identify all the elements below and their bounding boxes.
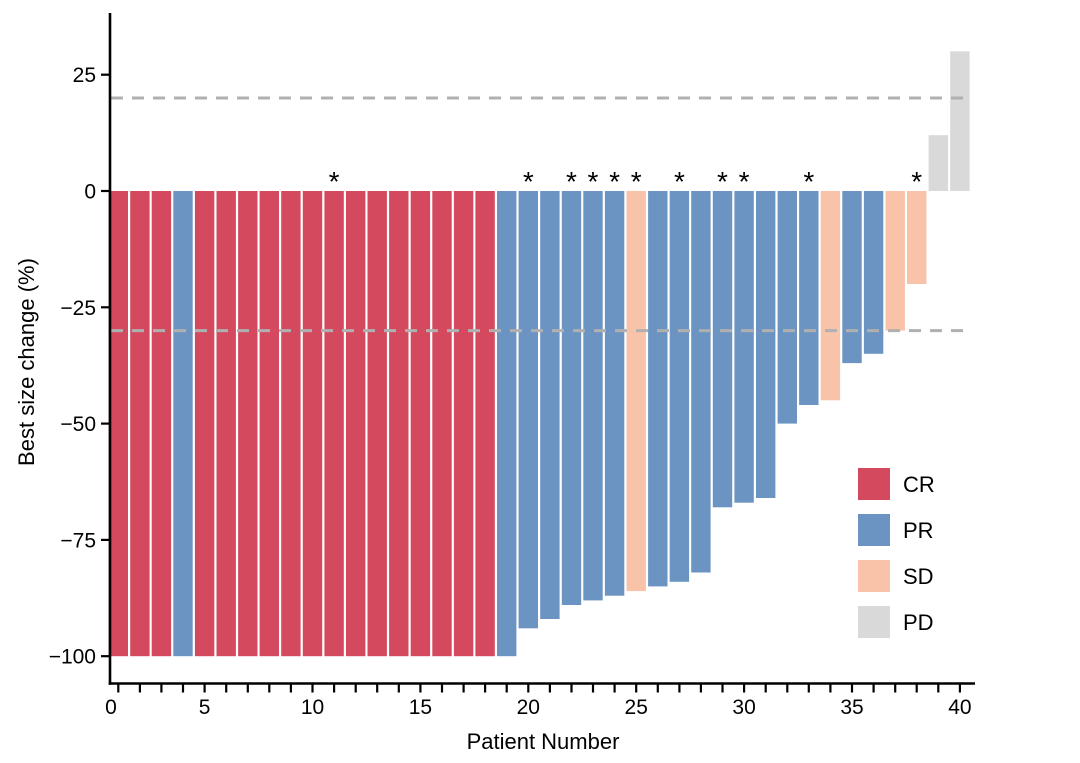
bar-patient-2: [130, 191, 150, 657]
bar-patient-17: [453, 191, 474, 657]
bar-patient-25: [626, 191, 646, 592]
bar-patient-39: [928, 135, 948, 191]
y-axis: 25 0 −25 −50 −75 −100: [49, 13, 112, 685]
x-tick-label-40: 40: [948, 696, 971, 719]
x-tick-label-20: 20: [517, 696, 540, 719]
bar-patient-26: [648, 191, 668, 587]
y-tick-label--25: −25: [60, 297, 96, 320]
bar-patient-11: [324, 191, 344, 657]
bar-patient-38: [907, 191, 927, 284]
bar-patient-40: [950, 51, 970, 192]
legend-swatch-cr: [858, 468, 890, 500]
bar-patient-10: [302, 191, 323, 657]
bar-patient-16: [432, 191, 452, 657]
bar-patient-34: [820, 191, 841, 401]
bar-patient-22: [561, 191, 582, 605]
legend-swatch-sd: [858, 560, 890, 592]
x-tick-label-25: 25: [625, 696, 648, 719]
x-tick-label-10: 10: [301, 696, 324, 719]
x-axis-title: Patient Number: [467, 729, 620, 754]
bar-patient-35: [842, 191, 862, 364]
bars-group: [108, 51, 970, 657]
x-tick-label-15: 15: [409, 696, 432, 719]
bar-patient-9: [281, 191, 301, 657]
x-tick-label-35: 35: [840, 696, 863, 719]
x-tick-label-5: 5: [199, 696, 211, 719]
x-tick-label-0: 0: [105, 696, 117, 719]
asterisk-patient-38: *: [911, 166, 922, 197]
asterisk-patient-22: *: [566, 166, 577, 197]
asterisk-patient-25: *: [631, 166, 642, 197]
bar-patient-28: [691, 191, 711, 573]
y-tick-label--75: −75: [60, 529, 96, 552]
bar-patient-27: [669, 191, 690, 582]
x-tick-label-30: 30: [732, 696, 755, 719]
bar-patient-5: [194, 191, 215, 657]
y-axis-title: Best size change (%): [14, 258, 39, 466]
legend-swatch-pd: [858, 606, 890, 638]
legend-label-pr: PR: [903, 518, 934, 543]
bar-patient-4: [173, 191, 193, 657]
bar-patient-15: [410, 191, 431, 657]
asterisk-patient-24: *: [609, 166, 620, 197]
asterisk-patient-27: *: [674, 166, 685, 197]
legend: CR PR SD PD: [858, 468, 935, 638]
legend-label-cr: CR: [903, 472, 935, 497]
asterisk-patient-30: *: [739, 166, 750, 197]
bar-patient-37: [885, 191, 905, 331]
bar-patient-6: [216, 191, 236, 657]
bar-patient-23: [583, 191, 603, 601]
bar-patient-7: [238, 191, 258, 657]
bar-patient-32: [777, 191, 797, 424]
bar-patient-24: [604, 191, 625, 596]
asterisk-patient-23: *: [588, 166, 599, 197]
bar-patient-30: [734, 191, 754, 503]
legend-label-sd: SD: [903, 564, 934, 589]
asterisk-patient-33: *: [803, 166, 814, 197]
bar-patient-18: [475, 191, 495, 657]
bar-patient-13: [367, 191, 387, 657]
asterisks-group: * * * * * * * * * * *: [329, 166, 923, 197]
x-axis: 0 5 10 15 20 25 30 35 40: [105, 682, 975, 719]
bar-patient-19: [497, 191, 517, 657]
y-tick-label-25: 25: [73, 64, 96, 87]
y-tick-label--100: −100: [49, 646, 96, 669]
reference-lines-group: [111, 96, 968, 333]
legend-label-pd: PD: [903, 610, 934, 635]
legend-swatch-pr: [858, 514, 890, 546]
y-tick-label--50: −50: [60, 413, 96, 436]
bar-patient-20: [518, 191, 538, 629]
bar-patient-33: [799, 191, 819, 405]
y-tick-label-0: 0: [84, 181, 96, 204]
bar-patient-14: [389, 191, 409, 657]
bar-patient-1: [108, 191, 128, 657]
asterisk-patient-29: *: [717, 166, 728, 197]
bar-patient-29: [712, 191, 733, 508]
asterisk-patient-20: *: [523, 166, 534, 197]
bar-patient-3: [151, 191, 172, 657]
bar-patient-8: [259, 191, 279, 657]
bar-patient-12: [346, 191, 366, 657]
bar-patient-31: [756, 191, 776, 498]
bar-patient-21: [540, 191, 560, 619]
asterisk-patient-11: *: [329, 166, 340, 197]
bar-patient-36: [863, 191, 884, 354]
